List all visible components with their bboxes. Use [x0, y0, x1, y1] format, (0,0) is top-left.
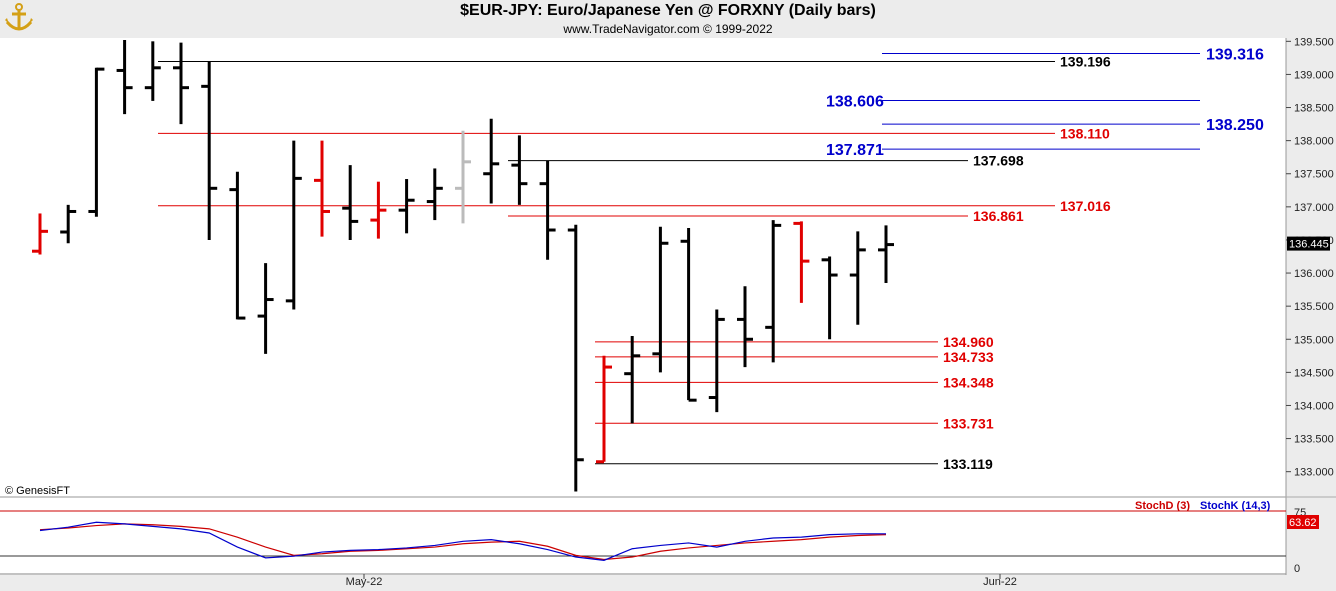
stoch-d-legend: StochD (3) — [1135, 500, 1190, 512]
level-lines: 139.196 139.316 138.606 138.250 138.110 137.8… — [158, 47, 1264, 472]
ohlc-bar — [567, 224, 584, 492]
ohlc-bar — [257, 263, 274, 354]
ohlc-bar — [878, 225, 894, 283]
level-label: 134.348 — [943, 374, 994, 390]
level-label: 134.960 — [943, 334, 994, 350]
level-label: 137.871 — [826, 142, 884, 159]
level-label: 133.119 — [943, 456, 993, 472]
level-label: 139.196 — [1060, 53, 1111, 69]
ohlc-bar — [32, 213, 48, 255]
price-tick-label: 133.000 — [1294, 467, 1334, 479]
price-tick-label: 137.500 — [1294, 169, 1334, 181]
ohlc-bar — [737, 286, 753, 368]
ohlc-bar — [342, 165, 359, 240]
last-price-label: 136.445 — [1289, 239, 1329, 251]
ohlc-bar — [511, 135, 528, 205]
price-tick-label: 138.000 — [1294, 136, 1334, 148]
ohlc-bar — [229, 171, 246, 320]
price-panel — [0, 38, 1286, 496]
stoch-k-legend: StochK (14,3) — [1200, 500, 1271, 512]
ohlc-bar — [793, 221, 810, 303]
x-tick-label: Jun-22 — [983, 576, 1017, 588]
ohlc-bar — [596, 355, 612, 464]
ohlc-bar — [370, 181, 387, 239]
copyright-label: © GenesisFT — [5, 485, 70, 497]
stoch-d-line — [39, 523, 887, 561]
ohlc-bar — [426, 168, 443, 221]
stoch-0-label: 0 — [1294, 563, 1300, 575]
ohlc-bar — [88, 67, 105, 217]
anchor-logo-icon — [3, 2, 35, 34]
level-label: 138.606 — [826, 94, 884, 111]
last-price-box — [1287, 236, 1330, 251]
ohlc-bar — [201, 61, 218, 240]
ohlc-bar — [116, 40, 133, 115]
ohlc-bar — [173, 42, 189, 125]
price-tick-label: 138.500 — [1294, 103, 1334, 115]
ohlc-bar — [144, 41, 161, 101]
price-axis: 133.000 133.500 134.000 134.500 135.000 135.5… — [346, 36, 1334, 588]
price-tick-label: 134.000 — [1294, 400, 1334, 412]
ohlc-bar — [455, 130, 471, 224]
ohlc-bar — [285, 140, 302, 310]
level-label: 138.110 — [1060, 125, 1110, 141]
stoch-k-line — [39, 521, 886, 561]
ohlc-bar — [60, 204, 77, 244]
ohlc-bar — [708, 309, 725, 413]
stoch-value-label: 63.62 — [1289, 517, 1317, 529]
panels — [0, 38, 1336, 575]
price-tick-label: 139.500 — [1294, 36, 1334, 48]
price-tick-label: 133.500 — [1294, 434, 1334, 446]
price-tick-label: 136.000 — [1294, 268, 1334, 280]
level-label: 137.698 — [973, 153, 1024, 169]
chart-title: $EUR-JPY: Euro/Japanese Yen @ FORXNY (Da… — [460, 2, 876, 19]
level-label: 136.861 — [973, 208, 1024, 224]
price-tick-label: 135.000 — [1294, 334, 1334, 346]
ohlc-bar — [652, 226, 669, 373]
price-tick-label: 135.500 — [1294, 301, 1334, 313]
chart-subtitle: www.TradeNavigator.com © 1999-2022 — [563, 22, 773, 36]
ohlc-bar — [539, 160, 556, 260]
ohlc-bar — [821, 256, 838, 340]
x-tick-label: May-22 — [346, 576, 383, 588]
stoch-value-box — [1287, 515, 1319, 529]
stoch-panel-bg — [0, 498, 1286, 573]
ohlc-bar — [624, 335, 641, 424]
ohlc-bar — [483, 118, 500, 204]
level-label: 139.316 — [1206, 47, 1264, 64]
ohlc-bar — [314, 140, 330, 237]
level-label: 138.250 — [1206, 117, 1264, 134]
price-tick-label: 139.000 — [1294, 69, 1334, 81]
price-tick-label: 134.500 — [1294, 367, 1334, 379]
ohlc-bar — [680, 228, 697, 402]
level-label: 133.731 — [943, 415, 994, 431]
level-label: 134.733 — [943, 349, 994, 365]
chart-header: $EUR-JPY: Euro/Japanese Yen @ FORXNY (Da… — [0, 0, 1336, 38]
price-bars — [32, 40, 894, 492]
ohlc-bar — [398, 179, 415, 234]
level-label: 137.016 — [1060, 198, 1111, 214]
ohlc-bar — [849, 231, 866, 325]
price-tick-label: 137.000 — [1294, 202, 1334, 214]
ohlc-bar — [765, 220, 782, 363]
